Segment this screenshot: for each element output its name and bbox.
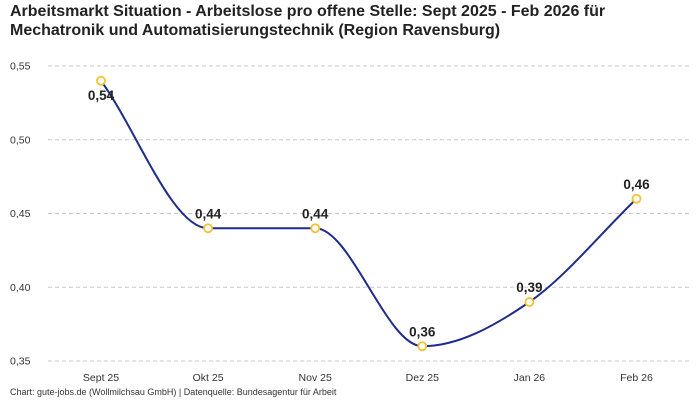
data-label: 0,54 <box>88 88 115 103</box>
y-tick-label: 0,35 <box>10 356 31 368</box>
data-point <box>631 193 642 204</box>
y-axis-ticks: 0,35 0,40 0,45 0,50 0,55 <box>10 61 31 368</box>
data-point <box>524 297 535 307</box>
data-point <box>417 341 428 352</box>
x-tick-label: Nov 25 <box>299 372 332 384</box>
data-series <box>100 80 638 348</box>
y-tick-label: 0,45 <box>10 208 31 220</box>
y-tick-label: 0,55 <box>10 61 31 73</box>
x-tick-label: Jan 26 <box>514 372 546 384</box>
data-labels: 0,54 0,44 0,44 0,36 0,39 0,46 <box>88 88 650 340</box>
series-line <box>100 80 638 348</box>
x-tick-label: Dez 25 <box>406 372 439 384</box>
data-point <box>310 223 321 234</box>
data-points <box>96 75 642 352</box>
data-label: 0,46 <box>623 177 650 192</box>
data-label: 0,39 <box>516 280 542 295</box>
x-axis-ticks: Sept 25 Okt 25 Nov 25 Dez 25 Jan 26 Feb 26 <box>83 372 653 384</box>
chart-source-note: Chart: gute-jobs.de (Wollmilchsau GmbH) … <box>10 387 337 397</box>
y-tick-label: 0,40 <box>10 282 31 294</box>
data-point <box>96 75 106 86</box>
chart-title: Arbeitsmarkt Situation - Arbeitslose pro… <box>10 3 606 39</box>
data-label: 0,44 <box>302 206 329 221</box>
grid-lines <box>48 65 692 362</box>
x-tick-label: Okt 25 <box>193 372 224 384</box>
y-tick-label: 0,50 <box>10 134 31 146</box>
data-label: 0,44 <box>195 206 222 221</box>
data-label: 0,36 <box>409 324 436 339</box>
x-tick-label: Feb 26 <box>620 372 653 384</box>
data-point <box>203 223 214 234</box>
x-tick-label: Sept 25 <box>83 372 119 384</box>
